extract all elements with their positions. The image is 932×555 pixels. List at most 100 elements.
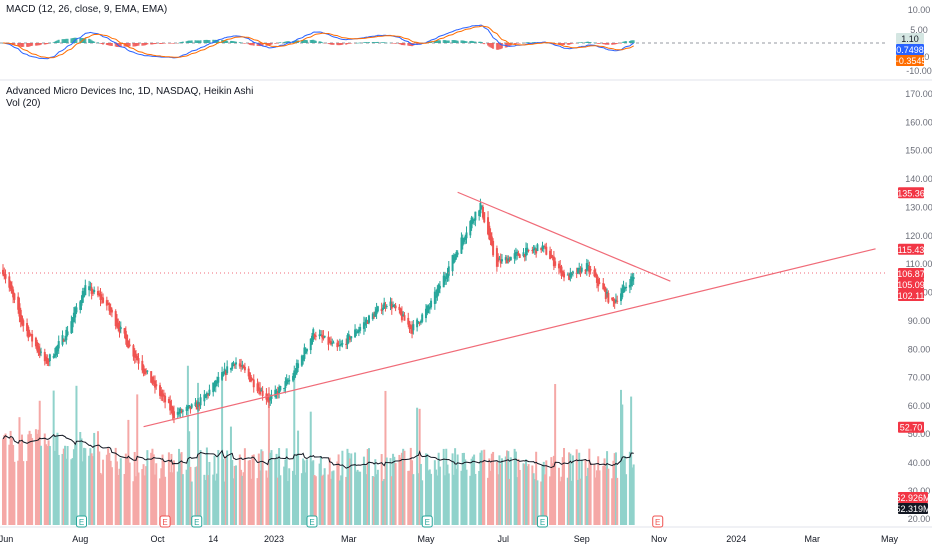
- candle-body: [416, 319, 419, 328]
- volume-bar: [162, 461, 165, 525]
- volume-bar: [123, 474, 126, 525]
- volume-bar: [141, 469, 144, 525]
- candle-body: [365, 319, 368, 325]
- candle-body: [321, 334, 324, 338]
- volume-bar: [514, 451, 517, 525]
- macd-histogram-bar: [580, 42, 583, 43]
- candle-body: [540, 247, 543, 251]
- volume-bar: [285, 448, 288, 525]
- candle-body: [461, 238, 464, 246]
- volume-bar: [346, 448, 349, 525]
- candle-body: [456, 252, 459, 255]
- macd-histogram-bar: [525, 42, 528, 44]
- macd-histogram-bar: [84, 38, 87, 43]
- volume-bar: [231, 460, 234, 525]
- volume-bar: [571, 455, 574, 525]
- volume-axis-label: 40.00: [908, 458, 931, 468]
- macd-histogram-bar: [75, 37, 78, 43]
- volume-bar: [207, 475, 210, 525]
- candle-body: [433, 291, 436, 305]
- macd-histogram-bar: [169, 43, 172, 44]
- volume-bar: [295, 453, 298, 525]
- candle-body: [588, 265, 591, 273]
- candle-body: [46, 358, 49, 364]
- candle-body: [9, 282, 12, 289]
- macd-value-badge-text: 1.10: [901, 34, 919, 44]
- candle-body: [597, 278, 600, 287]
- candle-body: [336, 342, 339, 348]
- volume-bar: [394, 463, 397, 525]
- macd-histogram-bar: [631, 40, 634, 43]
- macd-histogram-bar: [575, 43, 578, 44]
- candle-body: [305, 348, 308, 352]
- volume-bar: [549, 476, 552, 525]
- macd-histogram-bar: [199, 40, 202, 43]
- volume-bar: [305, 459, 308, 525]
- volume-bar: [66, 446, 69, 525]
- volume-bar: [383, 479, 386, 525]
- macd-histogram-bar: [513, 43, 516, 45]
- candle-body: [190, 404, 193, 408]
- macd-histogram-bar: [612, 43, 615, 45]
- candle-body: [61, 335, 64, 345]
- volume-bar: [389, 458, 392, 525]
- candle-body: [152, 380, 155, 382]
- candle-body: [80, 299, 83, 306]
- macd-histogram-bar: [229, 40, 232, 43]
- macd-pane: [0, 24, 888, 60]
- macd-histogram-bar: [338, 43, 341, 46]
- volume-bar: [393, 456, 396, 525]
- price-axis-label: 130.00: [905, 202, 932, 212]
- macd-histogram-bar: [100, 43, 103, 45]
- candle-body: [3, 272, 6, 277]
- candle-body: [205, 392, 208, 397]
- macd-histogram-bar: [62, 39, 65, 43]
- macd-histogram-bar: [127, 43, 130, 47]
- volume-bar: [269, 452, 272, 525]
- volume-bar: [455, 468, 458, 525]
- volume-bar: [355, 471, 358, 525]
- volume-bar: [238, 454, 241, 525]
- candle-body: [12, 289, 15, 298]
- candle-body: [367, 315, 370, 323]
- volume-bar: [61, 453, 64, 525]
- volume-bar: [585, 476, 588, 525]
- candle-body: [71, 317, 74, 328]
- macd-histogram-bar: [171, 43, 174, 44]
- candle-body: [314, 335, 317, 337]
- volume-bar: [559, 481, 562, 525]
- candle-body: [266, 396, 269, 401]
- candle-body: [604, 288, 607, 300]
- macd-histogram-bar: [469, 40, 472, 43]
- macd-histogram-bar: [623, 41, 626, 43]
- candle-body: [499, 259, 502, 264]
- macd-histogram-bar: [383, 42, 386, 43]
- macd-histogram-bar: [447, 40, 450, 43]
- volume-bar: [212, 474, 215, 525]
- volume-bar: [323, 468, 326, 525]
- volume-bar: [522, 463, 525, 525]
- macd-histogram-bar: [389, 42, 392, 44]
- macd-histogram-bar: [126, 43, 129, 47]
- time-axis-label: 2024: [726, 534, 746, 544]
- volume-badge-text: 52.319M: [895, 504, 930, 514]
- candle-body: [252, 379, 255, 388]
- volume-bar: [70, 459, 73, 525]
- candle-body: [568, 274, 571, 280]
- time-axis-label: Aug: [72, 534, 88, 544]
- macd-histogram-bar: [159, 43, 162, 44]
- macd-histogram-bar: [205, 39, 208, 43]
- macd-histogram-bar: [252, 43, 255, 46]
- candle-body: [275, 390, 278, 394]
- volume-bar: [275, 453, 278, 525]
- volume-bar: [362, 456, 365, 525]
- volume-bar: [594, 477, 597, 525]
- volume-bar: [286, 481, 289, 525]
- candle-body: [159, 385, 162, 396]
- candle-body: [421, 314, 424, 322]
- macd-histogram-bar: [300, 40, 303, 43]
- macd-histogram-bar: [480, 42, 483, 43]
- volume-bar: [17, 460, 20, 525]
- volume-bar: [303, 460, 306, 525]
